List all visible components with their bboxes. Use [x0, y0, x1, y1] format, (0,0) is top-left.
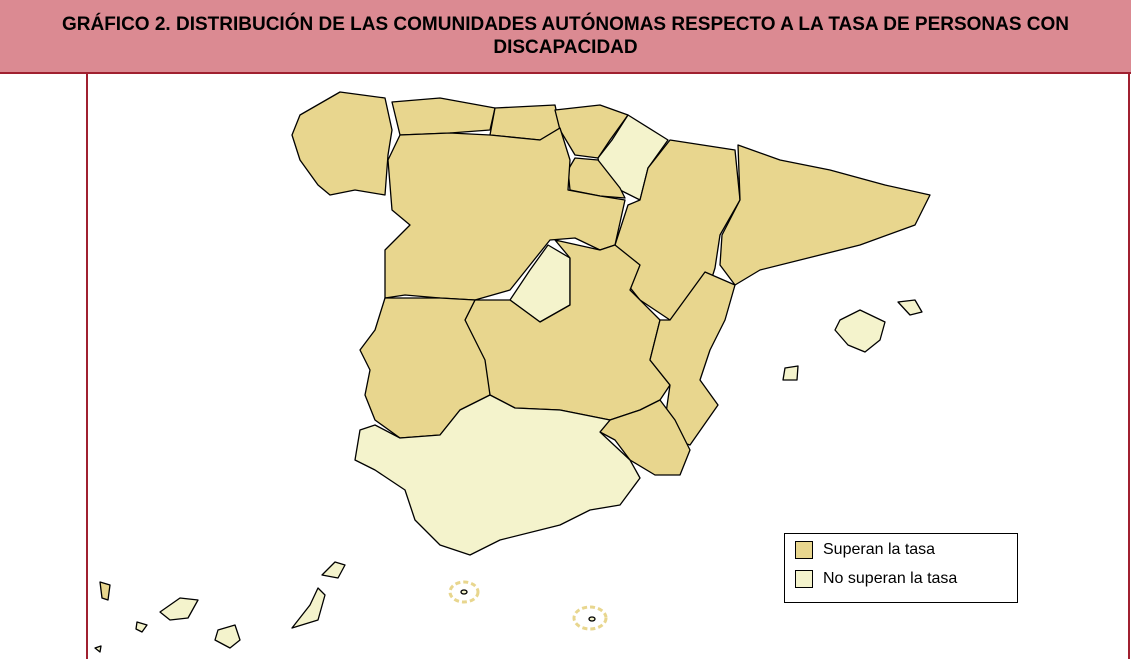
region	[94, 645, 102, 653]
legend-swatch	[795, 541, 813, 559]
region	[719, 144, 931, 286]
title: GRÁFICO 2. DISTRIBUCIÓN DE LAS COMUNIDAD…	[0, 0, 1131, 74]
legend-item: Superan la tasa	[795, 537, 1017, 563]
legend-label: Superan la tasa	[823, 541, 936, 558]
legend-label: No superan la tasa	[823, 570, 958, 587]
region	[159, 597, 199, 621]
region	[588, 616, 596, 622]
city-marker	[448, 580, 480, 604]
legend-item: No superan la tasa	[795, 566, 1017, 592]
region	[214, 624, 241, 649]
region	[834, 309, 886, 353]
region	[897, 299, 923, 316]
city-marker	[572, 605, 608, 631]
legend: Superan la tasa No superan la tasa	[784, 533, 1018, 603]
region	[99, 581, 111, 601]
regions	[94, 91, 931, 653]
legend-swatch	[795, 570, 813, 588]
region	[384, 127, 626, 301]
region	[135, 621, 148, 633]
region	[291, 587, 326, 629]
region	[782, 365, 799, 381]
region	[354, 394, 641, 556]
region	[460, 589, 468, 595]
region	[391, 97, 496, 136]
region	[291, 91, 393, 196]
region	[321, 561, 346, 579]
